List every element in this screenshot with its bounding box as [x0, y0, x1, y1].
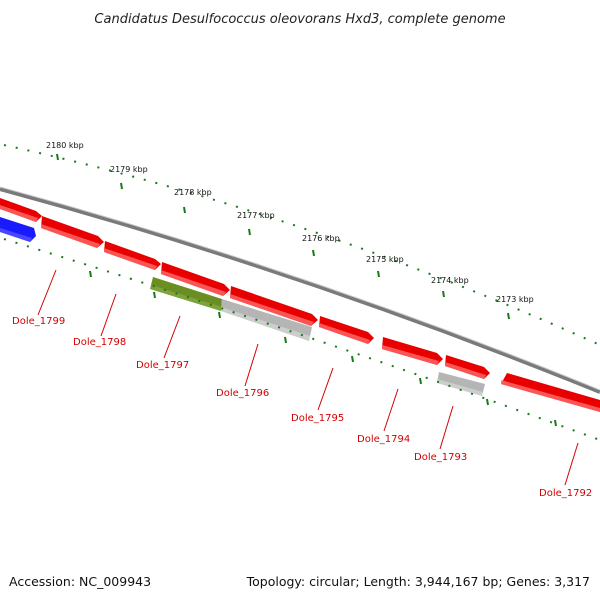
kbp-label-2178: 2178 kbp: [174, 188, 212, 197]
outer-major-ticks: [56, 153, 510, 320]
accession-text: Accession: NC_009943: [9, 574, 151, 589]
outer-tick-track: [3, 144, 600, 346]
map-title: Candidatus Desulfococcus oleovorans Hxd3…: [94, 12, 505, 27]
gene-label-1797[interactable]: Dole_1797: [136, 360, 189, 371]
kbp-labels: 2180 kbp 2179 kbp 2178 kbp 2177 kbp 2176…: [46, 141, 534, 304]
gene-label-1794[interactable]: Dole_1794: [357, 434, 410, 445]
gene-label-1792[interactable]: Dole_1792: [539, 488, 592, 499]
reverse-gene-highlights: [0, 228, 483, 396]
gene-labels: Dole_1799 Dole_1798 Dole_1797 Dole_1796 …: [12, 316, 592, 499]
genome-backbone-highlight: [0, 186, 600, 391]
gene-block-1797[interactable]: [161, 262, 230, 296]
gene-label-1798[interactable]: Dole_1798: [73, 337, 126, 348]
forward-gene-highlights: [0, 205, 600, 412]
outer-tick-dots: [3, 144, 600, 346]
gene-label-1796[interactable]: Dole_1796: [216, 388, 269, 399]
gene-label-1795[interactable]: Dole_1795: [291, 413, 344, 424]
kbp-label-2175: 2175 kbp: [366, 255, 404, 264]
forward-genes[interactable]: [0, 198, 600, 412]
kbp-label-2177: 2177 kbp: [237, 211, 275, 220]
kbp-label-2179: 2179 kbp: [110, 165, 148, 174]
kbp-label-2173: 2173 kbp: [496, 295, 534, 304]
gene-leader-lines: [37, 269, 579, 486]
inner-major-ticks: [89, 270, 557, 427]
genome-summary-text: Topology: circular; Length: 3,944,167 bp…: [246, 574, 590, 589]
gene-label-1799[interactable]: Dole_1799: [12, 316, 65, 327]
genome-backbone: [0, 187, 600, 394]
inner-tick-track: [3, 238, 600, 441]
gene-block-blue[interactable]: [0, 217, 36, 242]
kbp-label-2180: 2180 kbp: [46, 141, 84, 150]
inner-tick-dots: [3, 238, 600, 441]
kbp-label-2176: 2176 kbp: [302, 234, 340, 243]
gene-block-1799[interactable]: [41, 216, 104, 248]
reverse-genes[interactable]: [0, 217, 485, 396]
gene-label-1793[interactable]: Dole_1793: [414, 452, 467, 463]
kbp-label-2174: 2174 kbp: [431, 276, 469, 285]
